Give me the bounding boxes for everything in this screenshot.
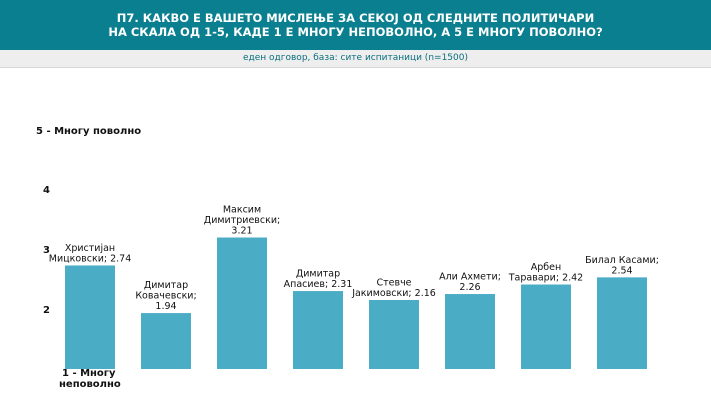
y-tick-label: 1 - Многу неповолно <box>59 368 121 390</box>
y-tick-label: 5 - Многу поволно <box>36 126 141 137</box>
data-label: Димитар Ковачевски; 1.94 <box>135 280 196 312</box>
subtitle-bar <box>0 50 711 68</box>
chart-subtitle: еден одговор, база: сите испитаници (n=1… <box>243 53 468 63</box>
bar <box>65 265 115 369</box>
y-tick-label: 2 <box>43 305 50 316</box>
data-label: Арбен Таравари; 2.42 <box>508 262 583 284</box>
bar <box>445 294 495 369</box>
data-label: Али Ахмети; 2.26 <box>439 272 501 294</box>
data-label: Билал Касами; 2.54 <box>585 255 659 277</box>
y-tick-label: 4 <box>43 185 50 196</box>
data-label: Стевче Јакимовски; 2.16 <box>351 277 436 299</box>
bar <box>369 299 419 369</box>
bar <box>521 284 571 369</box>
bar <box>597 277 647 369</box>
bar <box>293 291 343 369</box>
bar <box>217 237 267 369</box>
y-tick-label: 3 <box>43 245 50 256</box>
chart-title: П7. КАКВО Е ВАШЕТО МИСЛЕЊЕ ЗА СЕКОЈ ОД С… <box>108 11 603 39</box>
data-label: Христијан Мицковски; 2.74 <box>49 243 132 265</box>
data-label: Димитар Апасиев; 2.31 <box>284 269 353 291</box>
bar <box>141 313 191 369</box>
data-label: Максим Димитриевски; 3.21 <box>204 205 280 237</box>
header-bar <box>0 0 711 50</box>
